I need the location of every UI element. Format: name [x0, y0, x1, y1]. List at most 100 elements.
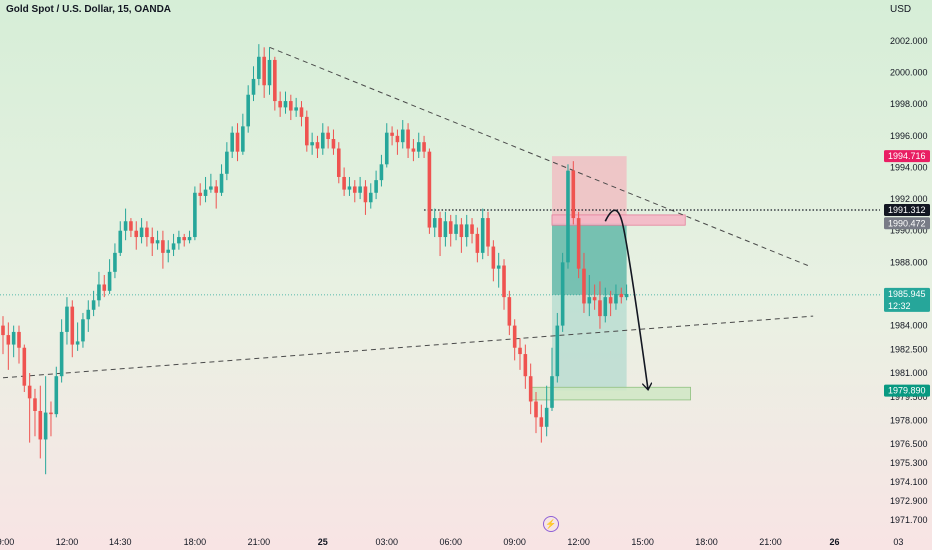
candle [512, 319, 517, 361]
candle-body [75, 341, 80, 345]
candle [177, 230, 181, 250]
candle-body [203, 189, 208, 196]
candle [145, 221, 149, 247]
candle [624, 284, 629, 301]
candle [235, 123, 240, 162]
y-tick-label: 1979.500 [890, 392, 928, 402]
candle [582, 252, 586, 313]
x-tick-label: 25 [318, 537, 328, 547]
candle [150, 227, 155, 257]
candle [384, 123, 389, 168]
x-tick-label: 18:00 [695, 537, 718, 547]
candle-body [225, 151, 229, 174]
candle-body [374, 180, 378, 193]
candle [59, 319, 64, 383]
candle-body [230, 132, 234, 152]
candle-body [352, 186, 357, 193]
price-tag: 1979.890 [884, 384, 930, 397]
candle [491, 240, 496, 282]
candle [219, 164, 224, 196]
lightning-icon[interactable]: ⚡ [543, 516, 559, 532]
x-tick-label: 09:00 [0, 537, 14, 547]
price-tag-box [884, 217, 930, 230]
candle-body [470, 224, 474, 234]
y-tick-label: 1992.000 [890, 194, 928, 204]
price-tag-box [884, 384, 930, 397]
x-tick-label: 15:00 [631, 537, 654, 547]
price-tag: 1994.716 [884, 150, 930, 163]
candle-body [619, 293, 624, 298]
candle [544, 385, 549, 437]
candle-body [400, 129, 405, 143]
candle [193, 186, 197, 241]
candle-body [582, 268, 586, 304]
y-tick-label: 1971.700 [890, 515, 928, 525]
x-tick-label: 14:30 [109, 537, 132, 547]
candle-body [528, 376, 533, 402]
candle [592, 284, 597, 310]
candle [566, 164, 570, 269]
candle [363, 180, 368, 215]
x-tick-label: 26 [829, 537, 839, 547]
candle [49, 401, 53, 437]
candle [257, 44, 261, 86]
candle [454, 214, 458, 241]
candle [422, 135, 426, 158]
y-tick-label: 1994.000 [890, 162, 928, 172]
candle-body [113, 252, 117, 272]
candle-body [480, 218, 485, 253]
y-tick-label: 1978.000 [890, 415, 928, 425]
candle-body [177, 237, 181, 244]
candle-body [315, 142, 320, 149]
y-tick-label: 2002.000 [890, 36, 928, 46]
candle-body [54, 376, 59, 415]
candle [305, 110, 309, 152]
candle-body [406, 129, 410, 149]
candle-body [86, 309, 91, 320]
candle [464, 214, 469, 247]
candle-body [209, 186, 213, 190]
candle [97, 271, 101, 307]
candle [518, 338, 522, 370]
candle [171, 233, 176, 257]
currency-label: USD [890, 4, 912, 15]
price-tag-box [884, 287, 930, 312]
candle [70, 300, 75, 358]
candle-body [246, 94, 250, 127]
candle [470, 218, 474, 244]
candle-body [379, 164, 384, 181]
chart-title: Gold Spot / U.S. Dollar, 15, OANDA [6, 4, 172, 15]
candle [315, 135, 320, 158]
candle-body [123, 221, 128, 231]
y-tick-label: 1972.900 [890, 496, 928, 506]
candle [43, 376, 48, 475]
price-tag-value: 1994.716 [888, 151, 926, 161]
candle-body [523, 354, 528, 377]
candle-body [198, 192, 203, 196]
candle-body [59, 331, 64, 377]
candle [539, 404, 544, 443]
x-tick-label: 21:00 [759, 537, 782, 547]
candle-body [278, 101, 282, 108]
y-tick-label: 1975.300 [890, 458, 928, 468]
candle [241, 113, 245, 155]
candle [336, 142, 341, 184]
candle-body [65, 306, 69, 332]
candle [1, 316, 5, 355]
candle-body [305, 116, 309, 146]
candle-body [422, 142, 426, 152]
candle-body [11, 331, 16, 345]
y-tick-label: 1998.000 [890, 99, 928, 109]
candle-body [289, 101, 293, 111]
candle [608, 290, 613, 317]
candle [107, 259, 112, 294]
candle [550, 347, 554, 411]
candle [614, 284, 618, 310]
candle-body [566, 170, 570, 263]
candle-body [134, 230, 139, 238]
candle-body [475, 233, 480, 253]
candle [203, 176, 208, 203]
candle [587, 275, 592, 317]
